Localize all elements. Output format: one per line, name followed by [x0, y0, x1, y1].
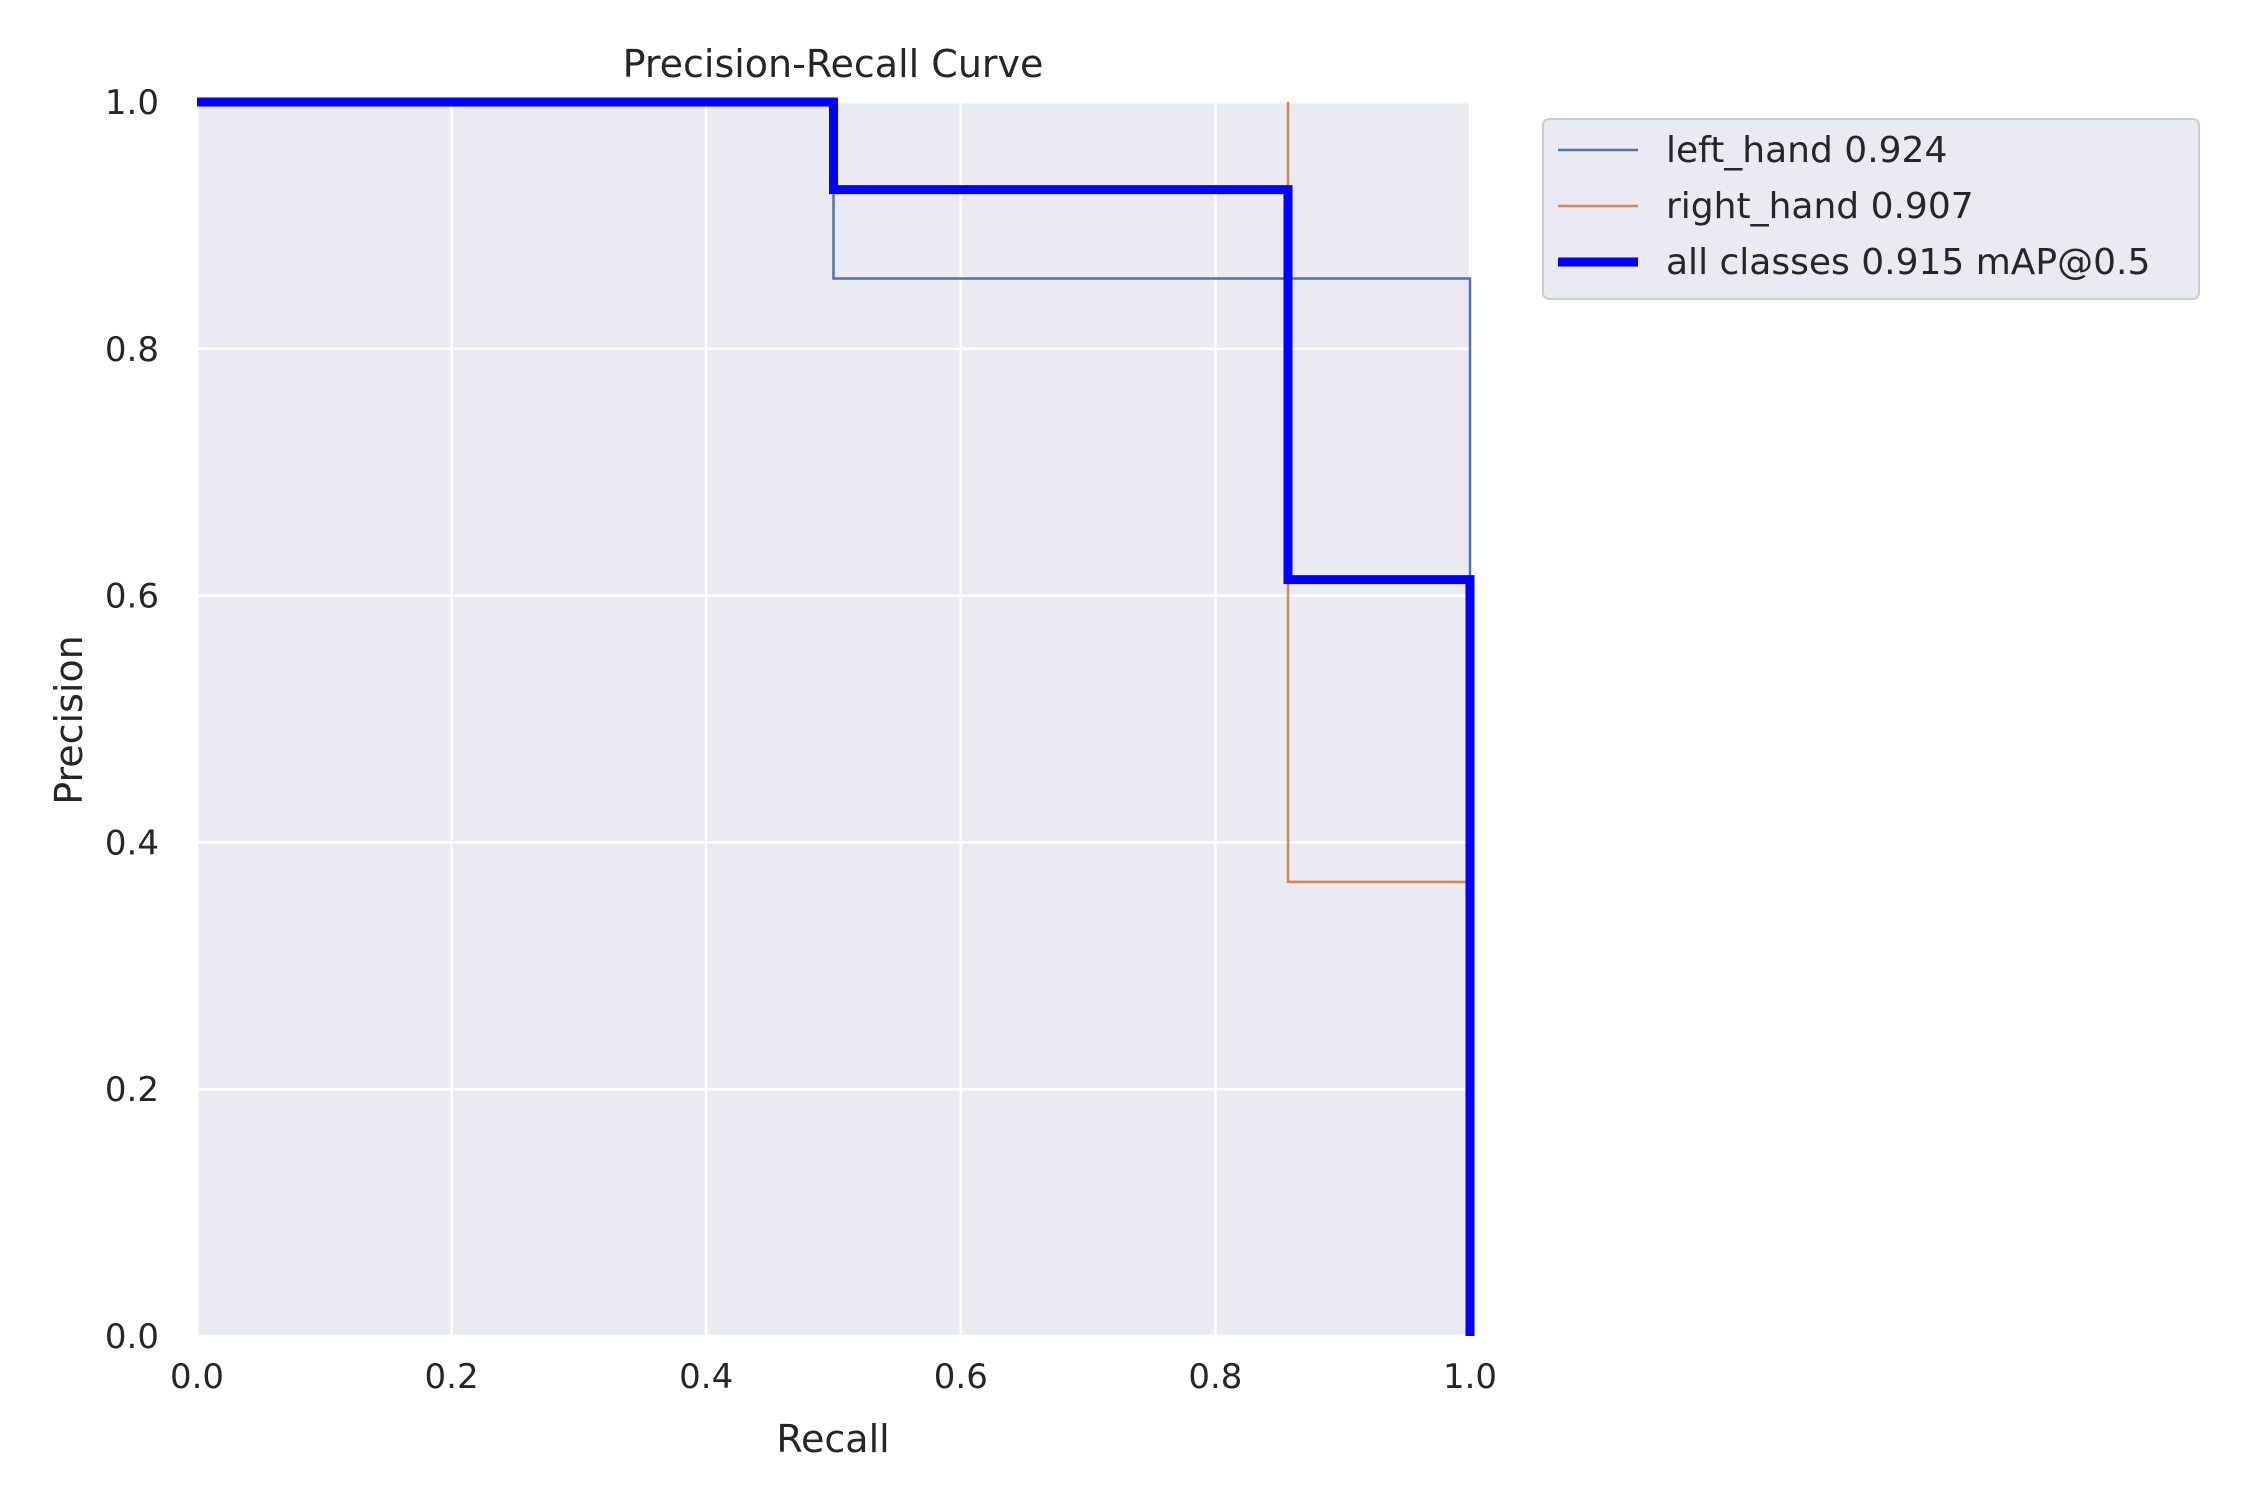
y-tick-label: 0.4	[105, 823, 159, 863]
x-tick-label: 0.0	[170, 1357, 224, 1397]
x-tick-label: 0.2	[425, 1357, 479, 1397]
y-tick-label: 0.6	[105, 577, 159, 617]
y-axis-ticks: 0.0 0.2 0.4 0.6 0.8 1.0	[105, 83, 159, 1357]
y-tick-label: 0.8	[105, 330, 159, 370]
y-tick-label: 0.0	[105, 1317, 159, 1357]
x-axis-label: Recall	[776, 1417, 889, 1461]
legend: left_hand 0.924 right_hand 0.907 all class…	[1542, 118, 2200, 300]
legend-label-2: all classes 0.915 mAP@0.5	[1666, 242, 2150, 283]
legend-label-0: left_hand 0.924	[1666, 130, 1947, 171]
legend-box	[1542, 118, 2200, 300]
x-tick-label: 0.8	[1188, 1357, 1242, 1397]
x-tick-label: 0.4	[679, 1357, 733, 1397]
y-tick-label: 0.2	[105, 1070, 159, 1110]
series-line-2	[197, 97, 1475, 1336]
x-tick-label: 0.6	[934, 1357, 988, 1397]
x-tick-label: 1.0	[1443, 1357, 1497, 1397]
y-axis-label: Precision	[47, 635, 91, 805]
y-tick-label: 1.0	[105, 83, 159, 123]
chart-title: Precision-Recall Curve	[623, 42, 1044, 86]
plot-area	[197, 102, 1470, 1336]
legend-label-1: right_hand 0.907	[1666, 186, 1974, 227]
x-axis-ticks: 0.0 0.2 0.4 0.6 0.8 1.0	[170, 1357, 1497, 1397]
series-layer	[197, 97, 1475, 1336]
